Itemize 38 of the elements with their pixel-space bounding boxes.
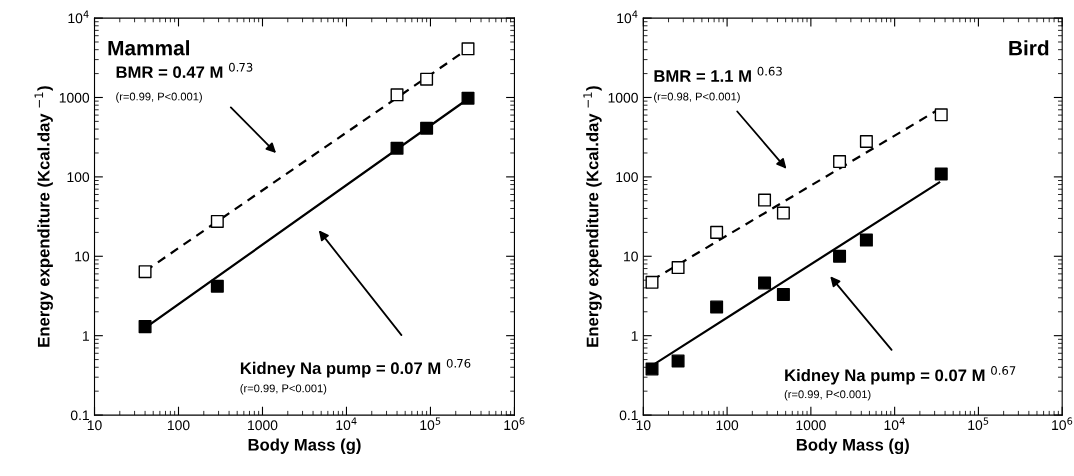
- annotation: (r=0.99, P<0.001): [784, 390, 871, 401]
- x-tick-label: 10$^{6}$: [1052, 417, 1073, 431]
- text: Bird: [1009, 40, 1049, 56]
- x-axis-title: Body Mass (g): [248, 438, 361, 455]
- x-tick-label: 1000: [796, 420, 826, 431]
- annotation: BMR = 0.47 M $^{0.73}$: [116, 62, 253, 79]
- y-tick-label: 10$^{4}$: [617, 10, 638, 24]
- y-tick-label: 0.1: [619, 410, 638, 421]
- x-tick-label: 1000: [248, 420, 278, 431]
- y-tick-label: 100: [67, 172, 90, 183]
- text: Mammal: [108, 40, 189, 56]
- y-tick-label: 100: [616, 172, 638, 183]
- y-tick-label: 10: [75, 251, 90, 262]
- x-tick-label: 10$^{4}$: [884, 417, 905, 431]
- annotation: BMR = 1.1 M $^{0.63}$: [654, 66, 782, 82]
- x-tick-label: 10$^{6}$: [504, 417, 525, 431]
- x-tick-label: 100: [167, 420, 190, 431]
- y-tick-label: 1: [631, 331, 638, 341]
- y-tick-label: 1000: [608, 92, 638, 103]
- y-tick-label: 1000: [59, 92, 90, 103]
- x-axis-title: Body Mass (g): [796, 438, 909, 455]
- y-axis-title: Energy expenditure (Kcal.day $^{−1}$): [583, 86, 602, 347]
- x-tick-label: 10$^{4}$: [336, 417, 357, 431]
- annotation: Kidney Na pump = 0.07 M $^{0.76}$: [240, 358, 471, 378]
- x-tick-label: 10$^{5}$: [968, 417, 989, 431]
- x-tick-label: 10$^{5}$: [420, 417, 441, 431]
- annotation: (r=0.99, P<0.001): [240, 384, 327, 395]
- y-axis-title: Energy expenditure (Kcal.day $^{−1}$): [34, 86, 53, 347]
- y-tick-label: 10: [624, 251, 638, 262]
- annotation: (r=0.98, P<0.001): [654, 92, 740, 103]
- y-tick-label: 10$^{4}$: [68, 10, 89, 24]
- y-tick-label: 1: [82, 331, 89, 341]
- annotation: (r=0.99, P<0.001): [116, 92, 202, 103]
- y-tick-label: 0.1: [70, 410, 89, 421]
- x-tick-label: 100: [716, 420, 739, 431]
- annotation: Kidney Na pump = 0.07 M $^{0.67}$: [785, 366, 1016, 385]
- x-tick-label: 10: [636, 420, 651, 431]
- x-tick-label: 10: [87, 420, 102, 431]
